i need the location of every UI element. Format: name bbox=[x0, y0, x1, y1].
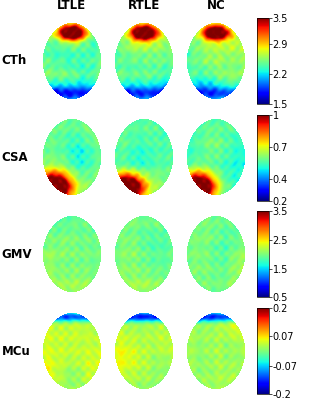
Text: NC: NC bbox=[207, 0, 226, 12]
Text: LTLE: LTLE bbox=[57, 0, 86, 12]
Text: CTh: CTh bbox=[2, 54, 27, 67]
Text: CSA: CSA bbox=[2, 151, 28, 164]
Text: GMV: GMV bbox=[2, 248, 32, 261]
Text: RTLE: RTLE bbox=[128, 0, 160, 12]
Text: MCu: MCu bbox=[2, 345, 30, 358]
